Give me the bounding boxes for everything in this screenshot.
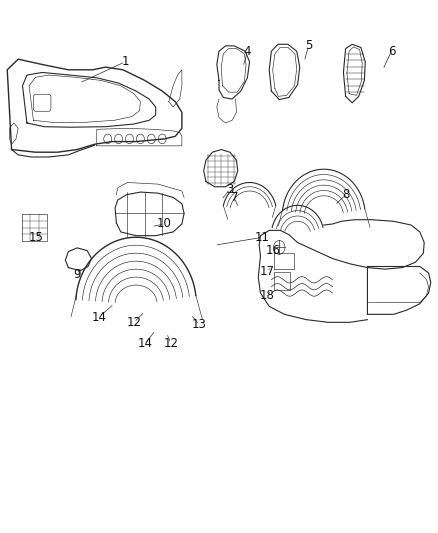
Bar <box>21 214 47 241</box>
Text: 10: 10 <box>157 217 172 230</box>
Text: 9: 9 <box>73 268 81 281</box>
Text: 15: 15 <box>29 231 44 244</box>
Text: 13: 13 <box>192 319 207 332</box>
Text: 4: 4 <box>244 45 251 58</box>
Text: 12: 12 <box>126 316 141 329</box>
Text: 7: 7 <box>230 191 238 204</box>
Text: 1: 1 <box>121 55 129 68</box>
Text: 16: 16 <box>266 244 281 257</box>
Text: 14: 14 <box>137 337 152 350</box>
Text: 5: 5 <box>305 39 312 52</box>
Text: 8: 8 <box>342 188 349 201</box>
Text: 18: 18 <box>260 289 275 302</box>
Text: 17: 17 <box>260 265 275 278</box>
Text: 14: 14 <box>92 311 106 324</box>
Text: 12: 12 <box>163 337 178 350</box>
Text: 6: 6 <box>388 45 395 58</box>
Text: 11: 11 <box>255 231 270 244</box>
Text: 3: 3 <box>226 183 233 196</box>
